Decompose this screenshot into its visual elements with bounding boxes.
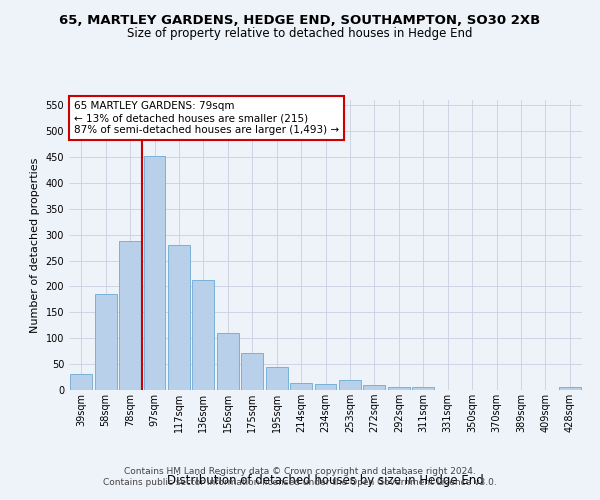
Text: 65, MARTLEY GARDENS, HEDGE END, SOUTHAMPTON, SO30 2XB: 65, MARTLEY GARDENS, HEDGE END, SOUTHAMP… (59, 14, 541, 27)
Bar (339, 380, 361, 390)
Bar (168, 245, 190, 390)
X-axis label: Distribution of detached houses by size in Hedge End: Distribution of detached houses by size … (167, 474, 484, 487)
Bar (364, 385, 385, 390)
Bar (388, 388, 410, 390)
Text: Contains HM Land Registry data © Crown copyright and database right 2024.: Contains HM Land Registry data © Crown c… (124, 467, 476, 476)
Bar (119, 242, 141, 390)
Bar (217, 333, 239, 390)
Text: Contains public sector information licensed under the Open Government Licence v3: Contains public sector information licen… (103, 478, 497, 487)
Text: Size of property relative to detached houses in Hedge End: Size of property relative to detached ho… (127, 28, 473, 40)
Bar (70, 374, 92, 390)
Bar (143, 156, 166, 390)
Bar (95, 294, 116, 390)
Bar (266, 366, 287, 390)
Bar (314, 384, 337, 390)
Bar (559, 388, 581, 390)
Bar (241, 352, 263, 390)
Text: 65 MARTLEY GARDENS: 79sqm
← 13% of detached houses are smaller (215)
87% of semi: 65 MARTLEY GARDENS: 79sqm ← 13% of detac… (74, 102, 339, 134)
Y-axis label: Number of detached properties: Number of detached properties (30, 158, 40, 332)
Bar (290, 383, 312, 390)
Bar (193, 280, 214, 390)
Bar (412, 388, 434, 390)
